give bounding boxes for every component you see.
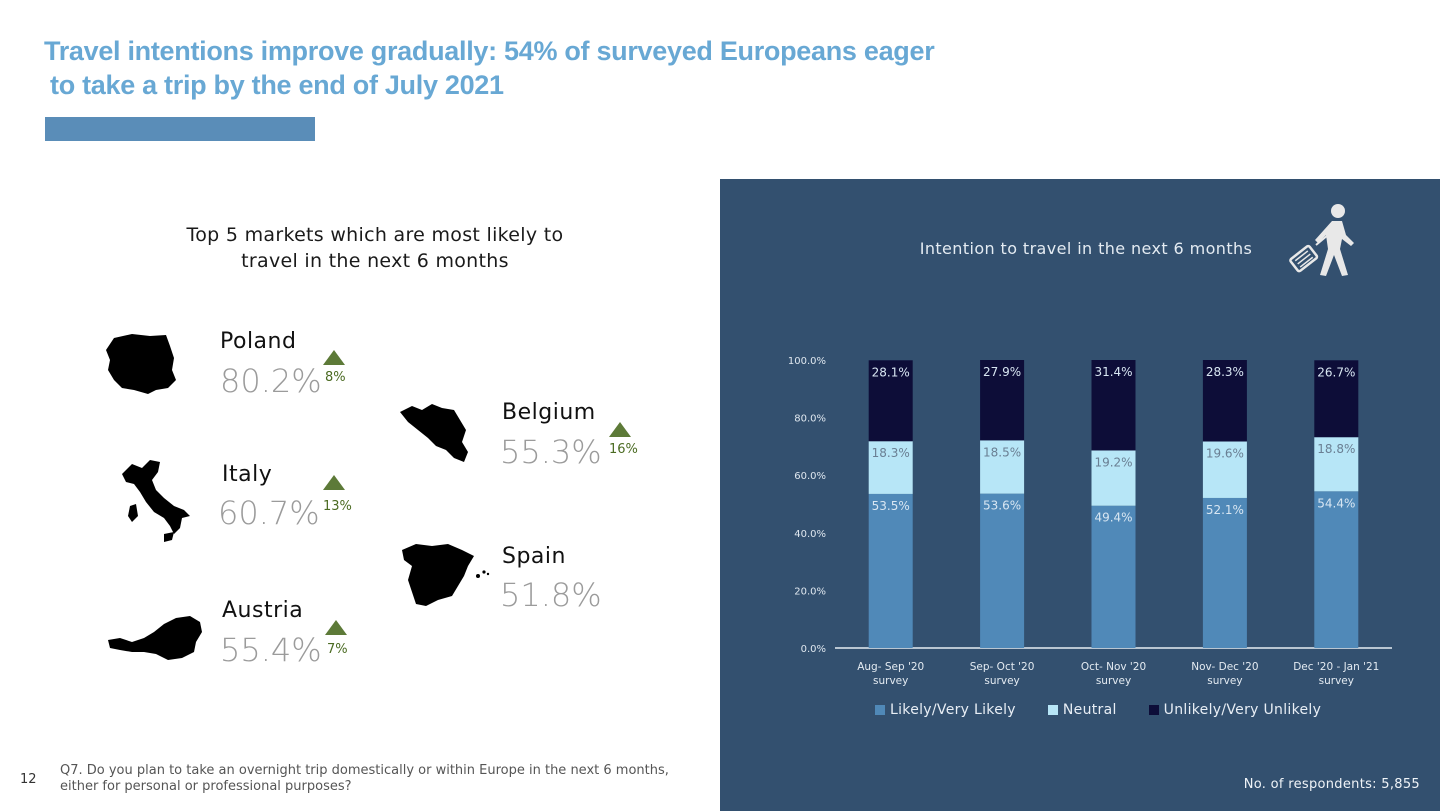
data-label: 52.1% [1206, 503, 1244, 517]
austria-map-icon [108, 616, 202, 660]
italy-map-icon [122, 460, 190, 542]
bar-segment [1091, 505, 1136, 648]
legend-item: Likely/Very Likely [875, 702, 1016, 718]
market-name: Austria [222, 598, 304, 623]
legend-item: Unlikely/Very Unlikely [1148, 702, 1322, 718]
x-tick-label: Dec '20 - Jan '21 [1293, 661, 1379, 673]
data-label: 28.3% [1206, 365, 1244, 379]
bar-segment [1091, 450, 1136, 506]
page-title: Travel intentions improve gradually: 54%… [44, 34, 984, 102]
x-tick-label: survey [1096, 675, 1131, 687]
x-tick-label: Sep- Oct '20 [970, 661, 1035, 673]
bar-segment [1314, 491, 1359, 648]
market-value: 55.4% [220, 631, 322, 669]
title-accent-bar [45, 117, 315, 141]
market-value: 51.8% [500, 576, 602, 614]
legend-item: Neutral [1047, 702, 1117, 718]
traveler-icon [1289, 204, 1354, 276]
market-change: 7% [327, 642, 348, 657]
bar-segment [980, 360, 1025, 441]
market-name: Italy [222, 462, 273, 487]
bar-segment [980, 440, 1025, 494]
market-value: 55.3% [500, 433, 602, 471]
data-label: 27.9% [983, 365, 1021, 379]
market-value: 60.7% [218, 494, 320, 532]
legend-label: Unlikely/Very Unlikely [1163, 702, 1322, 718]
page-number: 12 [20, 772, 37, 787]
data-label: 19.2% [1094, 455, 1132, 469]
trend-up-icon [323, 475, 345, 490]
y-tick-label: 100.0% [788, 356, 826, 367]
bar-segment [1314, 437, 1359, 492]
spain-map-icon [402, 544, 490, 606]
bar-segment [868, 441, 913, 494]
bar-segment [1314, 360, 1359, 438]
market-change: 13% [323, 499, 352, 514]
y-tick-label: 0.0% [801, 644, 826, 655]
y-tick-label: 80.0% [794, 414, 826, 425]
trend-up-icon [323, 350, 345, 365]
stacked-bar-chart: 0.0% 20.0% 40.0% 60.0% 80.0% 100.0% 53.5% 18.3%… [788, 356, 1392, 687]
legend-swatch [875, 705, 885, 715]
markets-heading: Top 5 markets which are most likely to t… [186, 224, 564, 272]
respondents-count: No. of respondents: 5,855 [1243, 777, 1420, 792]
legend-label: Likely/Very Likely [890, 702, 1016, 718]
chart-legend: Likely/Very Likely Neutral Unlikely/Very U… [875, 702, 1353, 718]
bar-segment [1202, 497, 1247, 648]
x-tick-label: survey [1207, 675, 1242, 687]
x-tick-label: Oct- Nov '20 [1081, 661, 1146, 673]
market-change: 16% [609, 442, 638, 457]
y-tick-label: 60.0% [794, 471, 826, 482]
bar-segment [1091, 360, 1136, 451]
market-name: Spain [502, 544, 566, 569]
data-label: 49.4% [1094, 511, 1132, 525]
chart-panel: Intention to travel in the next 6 months… [720, 179, 1440, 811]
bar-segment [868, 493, 913, 648]
market-name: Belgium [502, 400, 596, 425]
data-label: 18.5% [983, 445, 1021, 459]
data-label: 28.1% [872, 365, 910, 379]
survey-question: Q7. Do you plan to take an overnight tri… [60, 763, 669, 794]
data-label: 53.6% [983, 499, 1021, 513]
data-label: 53.5% [872, 499, 910, 513]
legend-swatch [1047, 705, 1058, 715]
x-tick-label: survey [1319, 675, 1354, 687]
legend-label: Neutral [1062, 702, 1117, 718]
bar-segment [1202, 360, 1247, 442]
data-label: 54.4% [1317, 496, 1355, 510]
x-tick-label: survey [984, 675, 1019, 687]
x-tick-label: Nov- Dec '20 [1191, 661, 1258, 673]
x-tick-label: survey [873, 675, 908, 687]
page-title-line1: Travel intentions improve gradually: 54%… [44, 36, 935, 66]
belgium-map-icon [400, 404, 468, 462]
chart-title: Intention to travel in the next 6 months [919, 239, 1253, 258]
bar-segment [1202, 441, 1247, 498]
y-tick-label: 40.0% [794, 529, 826, 540]
data-label: 31.4% [1094, 365, 1132, 379]
data-label: 18.8% [1317, 442, 1355, 456]
market-value: 80.2% [220, 362, 322, 400]
bar-segment [980, 493, 1025, 648]
poland-map-icon [106, 334, 176, 394]
trend-up-icon [609, 422, 631, 437]
market-name: Poland [220, 329, 297, 354]
data-label: 18.3% [872, 446, 910, 460]
page-title-line2: to take a trip by the end of July 2021 [50, 70, 504, 100]
bar-segment [868, 360, 913, 442]
legend-swatch [1148, 705, 1159, 715]
data-label: 26.7% [1317, 365, 1355, 379]
data-label: 19.6% [1206, 447, 1244, 461]
x-tick-label: Aug- Sep '20 [857, 661, 924, 673]
trend-up-icon [325, 620, 347, 635]
market-change: 8% [325, 370, 346, 385]
y-tick-label: 20.0% [794, 586, 826, 597]
